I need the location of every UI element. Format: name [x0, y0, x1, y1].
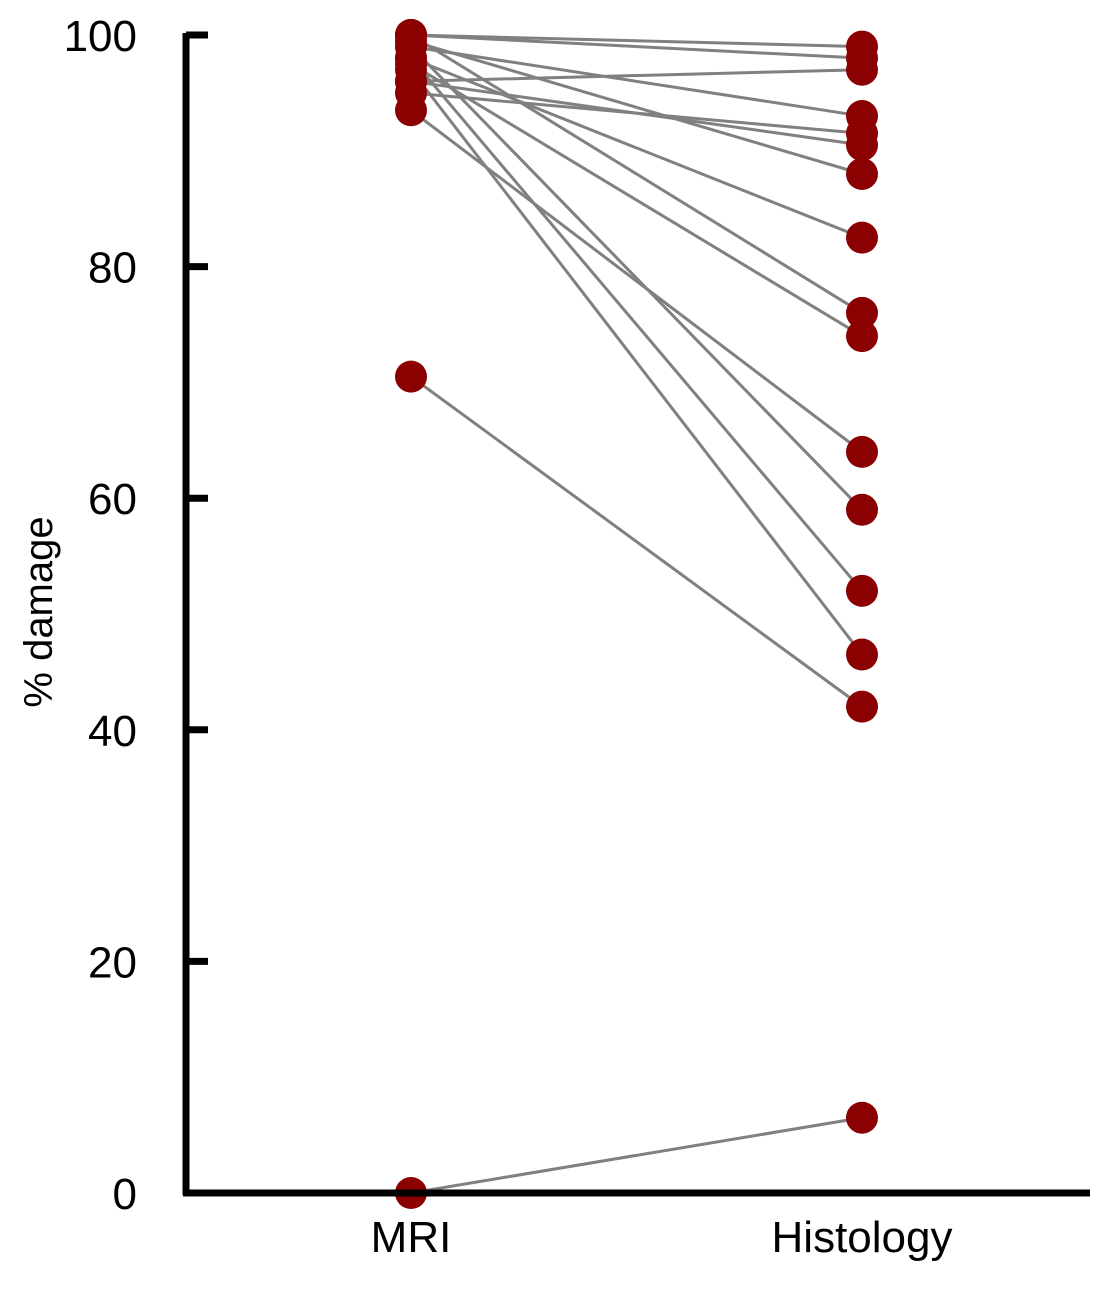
histology-point-12 — [846, 574, 878, 607]
mri-point-13 — [395, 53, 427, 86]
histology-point-11 — [846, 493, 878, 526]
histology-point-4 — [846, 296, 878, 329]
mri-point-14 — [395, 360, 427, 393]
histology-point-10 — [846, 435, 878, 468]
connector-line-10 — [410, 109, 863, 454]
connector-line-14 — [410, 375, 863, 708]
x-category-labels: MRI Histology — [371, 1213, 953, 1262]
y-tick-label-80: 80 — [88, 244, 137, 293]
connector-line-13 — [409, 68, 864, 656]
histology-point-14 — [846, 690, 878, 723]
histology-point-15 — [846, 1101, 878, 1134]
connector-line-12 — [409, 57, 864, 592]
connector-lines — [409, 33, 864, 1195]
connector-line-1 — [410, 33, 863, 60]
mri-point-10 — [395, 94, 427, 127]
x-category-label-mri: MRI — [371, 1213, 452, 1262]
connector-line-2 — [410, 45, 863, 118]
histology-point-5 — [846, 53, 878, 86]
y-tick-label-20: 20 — [88, 938, 137, 987]
connector-line-11 — [409, 45, 864, 511]
y-ticks: 0 20 40 60 80 100 — [64, 12, 208, 1219]
connector-line-0 — [410, 33, 863, 49]
y-tick-label-100: 100 — [64, 12, 137, 61]
data-points — [395, 19, 878, 1209]
x-category-label-histology: Histology — [772, 1213, 953, 1262]
histology-point-8 — [846, 157, 878, 190]
histology-point-9 — [846, 320, 878, 353]
axes — [182, 33, 1090, 1197]
y-tick-label-0: 0 — [113, 1170, 137, 1219]
connector-line-7 — [410, 79, 863, 147]
connector-line-5 — [410, 68, 863, 83]
connector-line-4 — [410, 33, 863, 315]
histology-point-13 — [846, 638, 878, 671]
connector-line-3 — [410, 56, 863, 240]
histology-point-3 — [846, 221, 878, 254]
connector-line-9 — [410, 62, 863, 338]
histology-point-7 — [846, 129, 878, 162]
y-tick-label-60: 60 — [88, 475, 137, 524]
connector-line-8 — [410, 39, 863, 176]
y-axis-title: % damage — [17, 516, 61, 707]
y-tick-label-40: 40 — [88, 707, 137, 756]
connector-line-15 — [410, 1116, 863, 1195]
